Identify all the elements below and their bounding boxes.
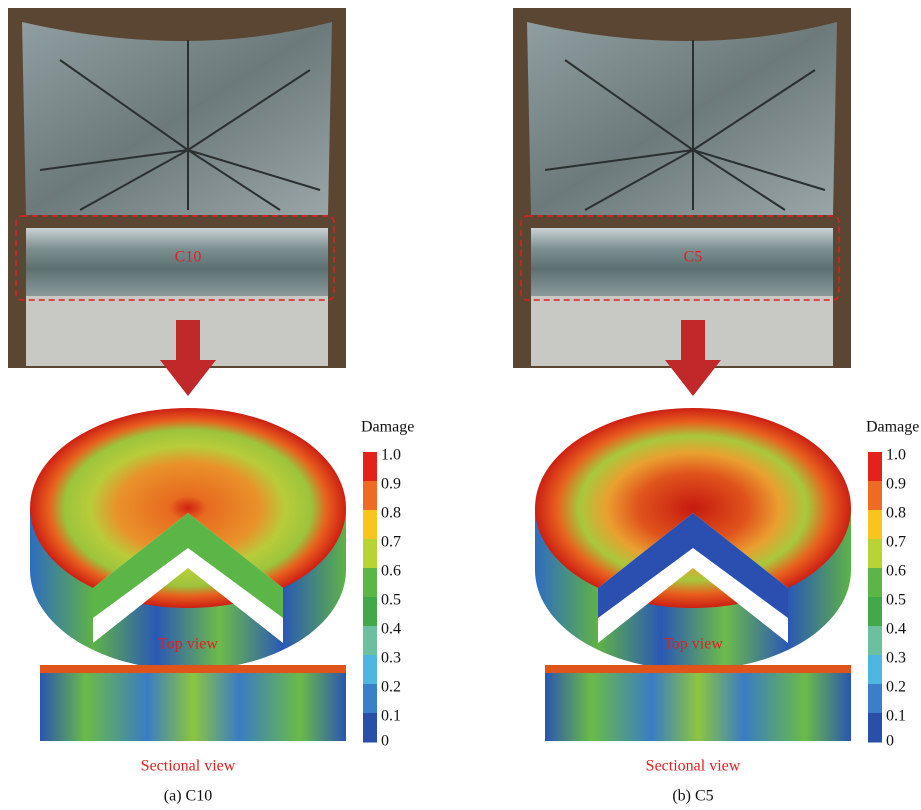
colorbar-title: Damage <box>866 419 919 436</box>
section-view <box>545 665 851 741</box>
colorbar-tick-label: 0.7 <box>886 534 906 551</box>
section-view-label: Sectional view <box>646 758 741 775</box>
photo-label: C5 <box>684 249 703 266</box>
top-view-label: Top view <box>663 636 723 653</box>
colorbar-tick-label: 0.4 <box>381 621 401 638</box>
colorbar-segment <box>868 684 882 714</box>
colorbar-segment <box>363 713 377 743</box>
colorbar-segment <box>868 626 882 656</box>
section-view <box>40 665 346 741</box>
colorbar-tick-label: 0.6 <box>381 563 401 580</box>
colorbar-segment <box>363 452 377 482</box>
colorbar-tick-label: 0.5 <box>886 592 906 609</box>
photo-interface <box>531 228 833 296</box>
cylinder-top <box>30 408 346 608</box>
colorbar-segment <box>363 481 377 511</box>
top-view-label: Top view <box>158 636 218 653</box>
colorbar-tick-label: 0.3 <box>381 650 401 667</box>
colorbar-tick-label: 1.0 <box>886 447 906 464</box>
colorbar-tick-label: 0.2 <box>886 679 906 696</box>
colorbar-tick-label: 0.4 <box>886 621 906 638</box>
colorbar-segment <box>868 713 882 743</box>
colorbar-segment <box>363 568 377 598</box>
caption: (b) C5 <box>672 788 713 805</box>
section-top-edge <box>40 665 346 673</box>
colorbar-tick-label: 0.8 <box>886 505 906 522</box>
colorbar-tick-label: 0.3 <box>886 650 906 667</box>
figure: C10 Top view Sectional view (a) C10 Damage 1.… <box>0 0 921 810</box>
colorbar-segment <box>363 626 377 656</box>
panel: C5 Top view Sectional view (b) C5 Damage 1.0 0… <box>513 8 919 805</box>
colorbar-tick-label: 0.5 <box>381 592 401 609</box>
section-top-edge <box>545 665 851 673</box>
photo-label: C10 <box>175 249 202 266</box>
colorbar-tick-label: 0.8 <box>381 505 401 522</box>
colorbar-tick-label: 0 <box>886 733 894 750</box>
colorbar-tick-label: 0.1 <box>886 708 906 725</box>
colorbar-tick-label: 0.1 <box>381 708 401 725</box>
colorbar-tick-label: 0.9 <box>886 476 906 493</box>
colorbar-tick-label: 0.2 <box>381 679 401 696</box>
photo-specimen-top <box>527 22 837 215</box>
colorbar-segment <box>868 655 882 685</box>
section-view-label: Sectional view <box>141 758 236 775</box>
colorbar-tick-label: 0.7 <box>381 534 401 551</box>
colorbar-segment <box>868 510 882 540</box>
cylinder-top <box>535 408 851 608</box>
caption: (a) C10 <box>164 788 212 805</box>
photo-specimen-top <box>22 22 332 215</box>
colorbar-segment <box>363 684 377 714</box>
colorbar-segment <box>363 597 377 627</box>
colorbar-segment <box>363 655 377 685</box>
panels: C10 Top view Sectional view (a) C10 Damage 1.… <box>8 8 919 805</box>
colorbar-tick-label: 1.0 <box>381 447 401 464</box>
colorbar-segment <box>868 481 882 511</box>
colorbar-tick-label: 0.6 <box>886 563 906 580</box>
panel: C10 Top view Sectional view (a) C10 Damage 1.… <box>8 8 414 805</box>
colorbar-tick-label: 0.9 <box>381 476 401 493</box>
colorbar-segment <box>868 597 882 627</box>
colorbar-segment <box>868 452 882 482</box>
colorbar-segment <box>363 539 377 569</box>
colorbar-segment <box>868 539 882 569</box>
colorbar-title: Damage <box>361 419 414 436</box>
colorbar-segment <box>868 568 882 598</box>
colorbar-tick-label: 0 <box>381 733 389 750</box>
colorbar-segment <box>363 510 377 540</box>
